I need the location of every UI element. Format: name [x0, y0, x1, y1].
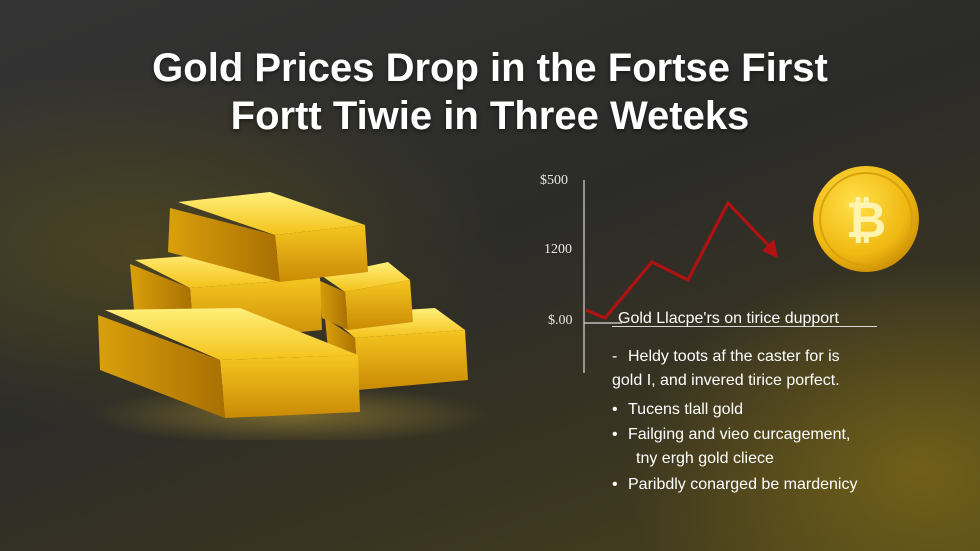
gold-bar	[318, 262, 413, 330]
bitcoin-coin-icon: ₿	[813, 166, 919, 272]
price-line	[585, 200, 772, 320]
y-tick-label: $.00	[548, 313, 573, 328]
gold-bar	[168, 192, 368, 282]
y-tick-label: 1200	[544, 242, 572, 257]
list-item: • Failging and vieo curcagement, tny ergh…	[612, 426, 851, 467]
y-tick-label: $500	[540, 173, 568, 188]
arrow-head-icon	[762, 239, 778, 258]
note-text: Failging and vieo curcagement,	[628, 426, 851, 443]
note-text: gold I, and invered tirice porfect.	[612, 372, 840, 389]
headline: Gold Prices Drop in the Fortse First For…	[0, 44, 980, 140]
coin-symbol: ₿	[846, 191, 887, 249]
note-text: tny ergh gold cliece	[636, 450, 774, 467]
gold-bars-illustration	[90, 192, 490, 440]
list-item: - Heldy toots af the caster for is gold I…	[612, 348, 840, 389]
chart-caption: Gold Llacpe'rs on tirice dupport	[618, 310, 839, 327]
headline-line-2: Fortt Tiwie in Three Weteks	[230, 94, 750, 138]
headline-line-1: Gold Prices Drop in the Fortse First	[152, 46, 828, 90]
note-text: Paribdly conarged be mardenicy	[628, 476, 858, 493]
gold-bar	[98, 308, 360, 418]
list-item: • Paribdly conarged be mardenicy	[612, 476, 858, 493]
divider	[612, 326, 877, 327]
price-chart: $500 1200 $.00	[530, 165, 840, 375]
list-item: • Tucens tlall gold	[612, 401, 744, 418]
note-text: Tucens tlall gold	[628, 401, 744, 418]
note-text: Heldy toots af the caster for is	[628, 348, 840, 365]
